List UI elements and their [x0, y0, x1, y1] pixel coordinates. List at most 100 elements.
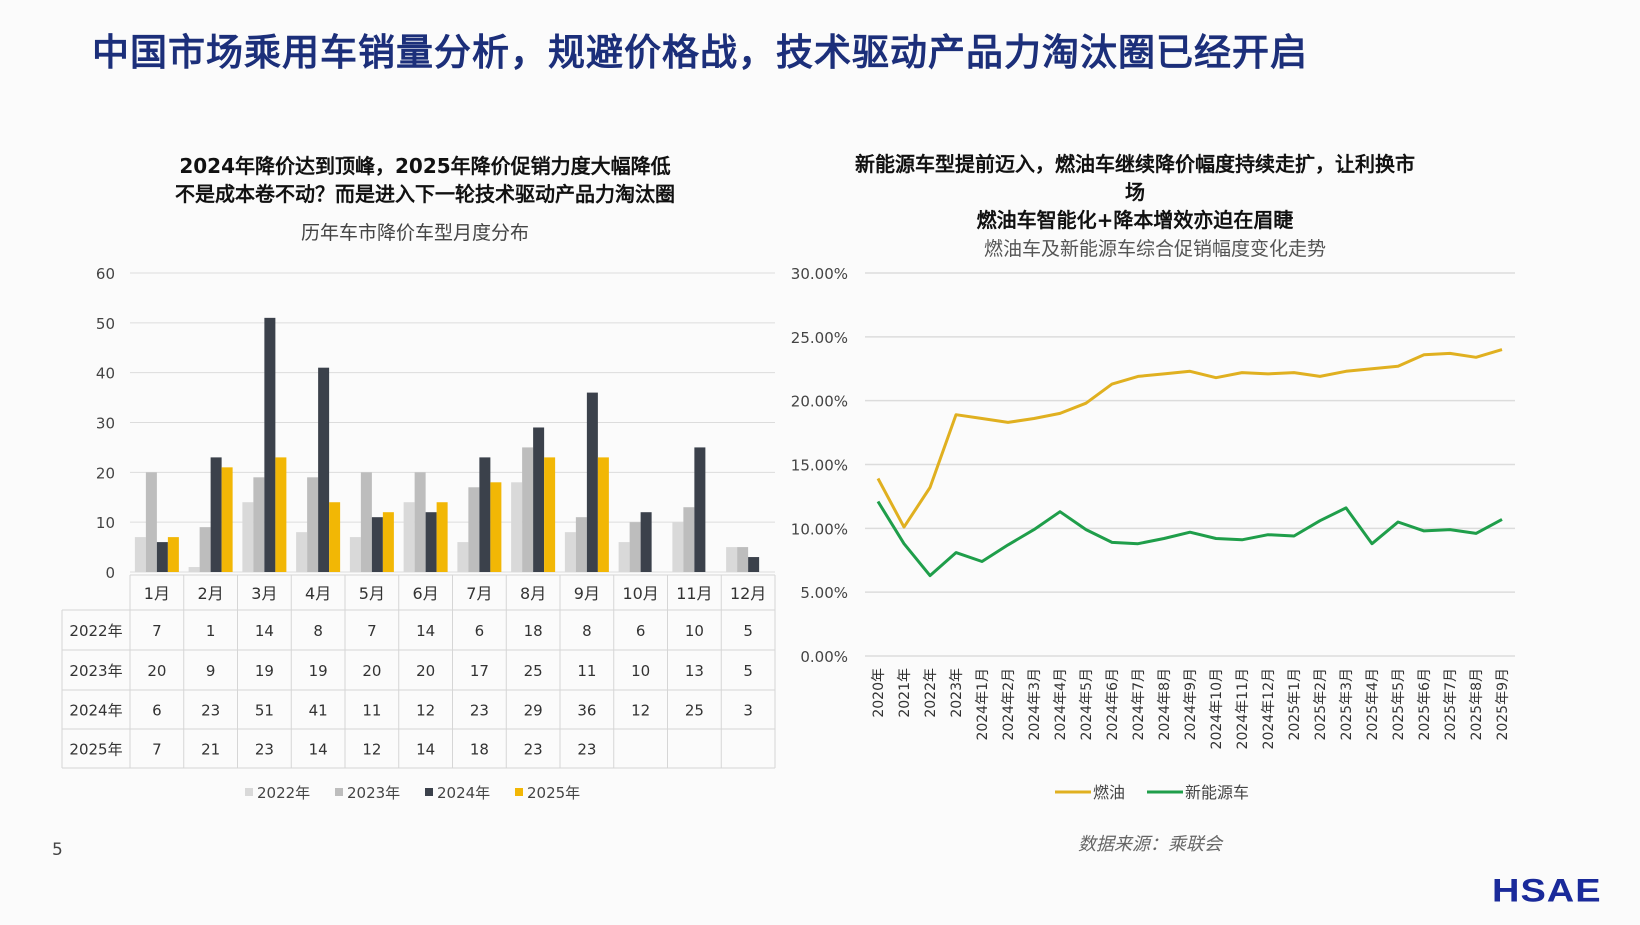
bar-2024年-1月 — [156, 542, 168, 572]
bar-x-tick-label: 10月 — [622, 584, 658, 603]
line-x-tick-label: 2024年7月 — [1131, 668, 1147, 741]
table-cell: 12 — [362, 741, 381, 759]
bar-x-tick-label: 7月 — [466, 584, 492, 603]
table-cell: 23 — [577, 741, 596, 759]
bar-2022年-5月 — [349, 537, 361, 572]
bar-2022年-2月 — [188, 567, 200, 572]
right-heading-line1: 新能源车型提前迈入，燃油车继续降价幅度持续走扩，让利换市 — [855, 152, 1415, 176]
bar-2025年-3月 — [275, 457, 287, 572]
table-cell: 25 — [685, 702, 704, 720]
line-x-tick-label: 2023年 — [949, 668, 965, 718]
bar-2022年-3月 — [242, 502, 254, 572]
table-cell: 23 — [201, 702, 220, 720]
line-x-tick-label: 2025年6月 — [1417, 668, 1433, 741]
line-y-tick-label: 30.00% — [791, 265, 848, 283]
table-cell: 23 — [524, 741, 543, 759]
table-cell: 6 — [152, 702, 162, 720]
line-y-tick-label: 0.00% — [800, 648, 848, 666]
bar-2023年-8月 — [522, 447, 534, 572]
bar-y-tick-label: 40 — [96, 365, 115, 383]
page-number: 5 — [52, 840, 63, 860]
bar-2022年-6月 — [403, 502, 415, 572]
bar-2022年-7月 — [457, 542, 469, 572]
hsae-logo: HSAE — [1492, 873, 1602, 909]
bar-2024年-4月 — [318, 367, 330, 572]
table-cell: 41 — [309, 702, 328, 720]
line-x-tick-label: 2024年8月 — [1157, 668, 1173, 741]
bar-chart-title: 历年车市降价车型月度分布 — [300, 222, 529, 244]
table-row-label: 2025年 — [69, 741, 122, 759]
bar-2023年-3月 — [253, 477, 265, 572]
table-cell: 19 — [255, 662, 274, 680]
bar-2024年-10月 — [640, 512, 652, 572]
bar-2024年-5月 — [371, 517, 383, 572]
legend-swatch-2024年 — [425, 788, 433, 796]
table-cell: 14 — [416, 622, 435, 640]
bar-2025年-7月 — [490, 482, 502, 572]
table-cell: 23 — [470, 702, 489, 720]
line-x-tick-label: 2024年12月 — [1261, 668, 1277, 749]
bar-x-tick-label: 11月 — [676, 584, 712, 603]
bar-2024年-2月 — [210, 457, 222, 572]
bar-2022年-12月 — [726, 547, 738, 572]
bar-x-tick-label: 2月 — [198, 584, 224, 603]
line-series-燃油 — [876, 348, 1503, 529]
bar-2024年-12月 — [748, 557, 760, 572]
legend-swatch-2023年 — [335, 788, 343, 796]
bar-2023年-6月 — [414, 472, 426, 572]
page-title: 中国市场乘用车销量分析，规避价格战，技术驱动产品力淘汰圈已经开启 — [92, 31, 1308, 74]
bar-2024年-8月 — [533, 427, 545, 572]
bar-2023年-11月 — [683, 507, 695, 572]
line-x-tick-label: 2024年4月 — [1053, 668, 1069, 741]
bar-2023年-2月 — [199, 527, 211, 572]
line-x-tick-label: 2024年2月 — [1001, 668, 1017, 741]
table-cell: 3 — [743, 702, 753, 720]
table-cell: 8 — [313, 622, 323, 640]
bar-2022年-4月 — [296, 532, 308, 572]
bar-x-tick-label: 6月 — [413, 584, 439, 603]
table-cell: 23 — [255, 741, 274, 759]
table-cell: 11 — [577, 662, 596, 680]
table-row-label: 2024年 — [69, 702, 122, 720]
line-x-tick-label: 2020年 — [871, 668, 887, 718]
line-y-tick-label: 20.00% — [791, 393, 848, 411]
bar-2024年-7月 — [479, 457, 491, 572]
line-x-tick-label: 2024年10月 — [1209, 668, 1225, 749]
bar-y-tick-label: 60 — [96, 265, 115, 283]
legend-swatch-2025年 — [515, 788, 523, 796]
line-x-tick-label: 2021年 — [897, 668, 913, 718]
line-series-新能源车 — [876, 500, 1503, 578]
table-cell: 12 — [631, 702, 650, 720]
line-x-tick-label: 2025年9月 — [1495, 668, 1511, 741]
table-cell: 17 — [470, 662, 489, 680]
table-cell: 8 — [582, 622, 592, 640]
bar-2024年-6月 — [425, 512, 437, 572]
table-cell: 6 — [475, 622, 485, 640]
bar-y-tick-label: 30 — [96, 415, 115, 433]
bar-x-tick-label: 8月 — [520, 584, 546, 603]
bar-2024年-11月 — [694, 447, 706, 572]
line-y-tick-label: 25.00% — [791, 329, 848, 347]
bar-2023年-1月 — [145, 472, 157, 572]
line-x-tick-label: 2025年8月 — [1469, 668, 1485, 741]
bar-2022年-10月 — [618, 542, 630, 572]
right-heading-line2: 场 — [1125, 180, 1145, 204]
line-x-tick-label: 2025年7月 — [1443, 668, 1459, 741]
bar-2022年-9月 — [564, 532, 576, 572]
line-x-tick-label: 2022年 — [923, 668, 939, 718]
line-x-tick-label: 2024年6月 — [1105, 668, 1121, 741]
table-cell: 5 — [743, 662, 753, 680]
bar-2025年-1月 — [167, 537, 179, 572]
table-cell: 6 — [636, 622, 646, 640]
table-cell: 18 — [524, 622, 543, 640]
bar-y-tick-label: 0 — [105, 564, 115, 582]
bar-2025年-8月 — [544, 457, 556, 572]
data-source: 数据来源：乘联会 — [1078, 834, 1222, 855]
bar-2023年-7月 — [468, 487, 480, 572]
line-y-tick-label: 10.00% — [791, 520, 848, 538]
table-cell: 5 — [743, 622, 753, 640]
table-cell: 7 — [152, 622, 162, 640]
legend-label: 2024年 — [437, 784, 490, 802]
table-cell: 1 — [206, 622, 216, 640]
bar-2024年-3月 — [264, 317, 276, 572]
